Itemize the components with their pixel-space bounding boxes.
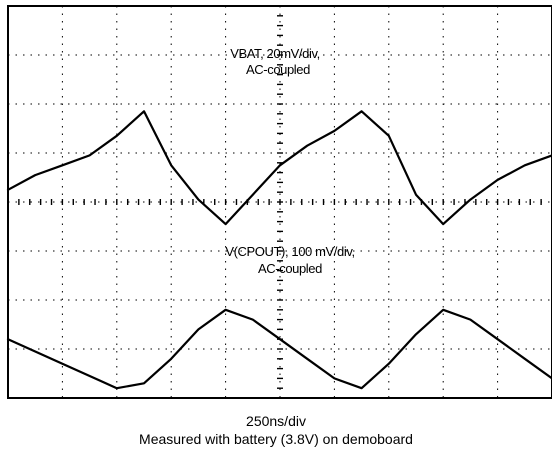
trace2-label-line1: V(CPOUT), 100 mV/div, <box>225 244 354 259</box>
trace-1-line <box>6 110 552 226</box>
trace-2-line <box>6 308 552 390</box>
trace-labels: VBAT, 20mV/div, AC-coupled V(CPOUT), 100… <box>225 46 355 276</box>
trace1-label-line2: AC-coupled <box>246 62 310 77</box>
x-axis-label: 250ns/div <box>246 413 306 429</box>
trace2-label-line2: AC-coupled <box>258 261 322 276</box>
caption: Measured with battery (3.8V) on demoboar… <box>139 431 413 447</box>
grid <box>7 5 552 399</box>
traces <box>6 110 552 390</box>
trace1-label-line1: VBAT, 20mV/div, <box>230 46 320 61</box>
